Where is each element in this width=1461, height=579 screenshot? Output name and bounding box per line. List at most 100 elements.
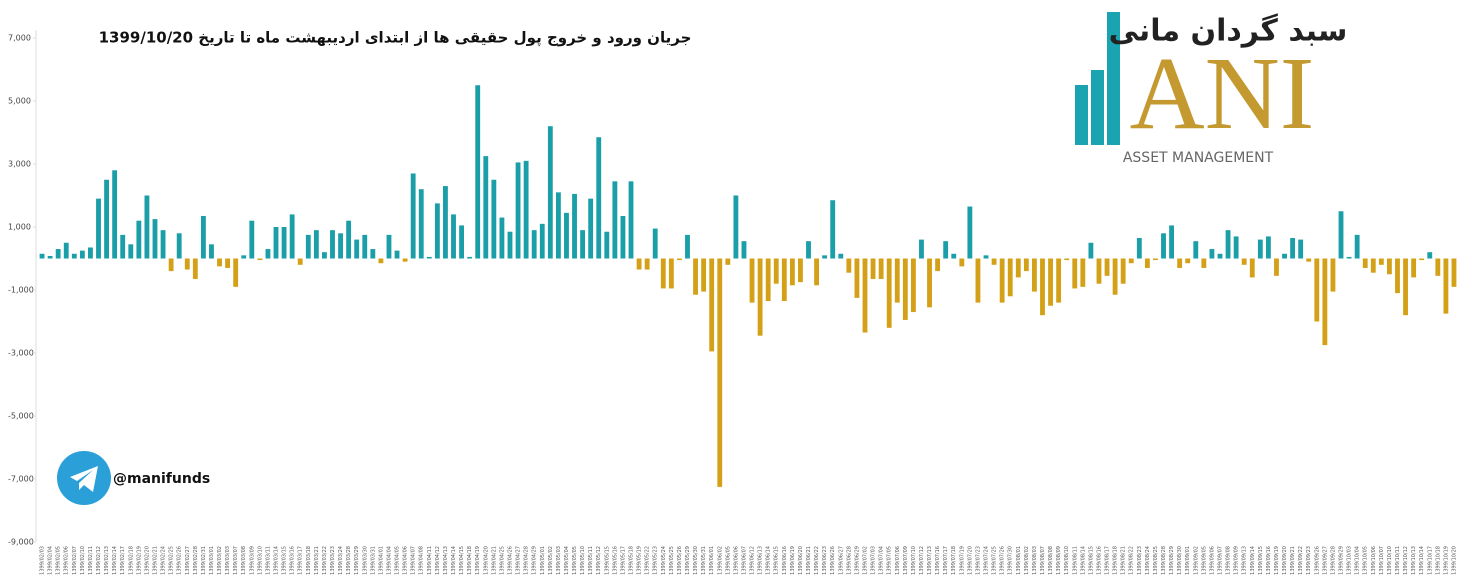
x-tick-label: 1399/08/16: [1096, 546, 1102, 575]
bar: [1080, 258, 1086, 287]
x-tick-label: 1399/07/16: [935, 546, 941, 575]
bar: [749, 258, 755, 303]
x-tick-label: 1399/04/21: [491, 546, 497, 575]
x-tick-label: 1399/06/22: [814, 546, 820, 575]
x-tick-label: 1399/08/24: [1145, 546, 1151, 575]
x-tick-label: 1399/03/08: [241, 546, 247, 575]
x-tick-label: 1399/02/13: [104, 546, 110, 575]
x-tick-label: 1399/06/06: [733, 546, 739, 575]
x-tick-label: 1399/08/25: [1153, 546, 1159, 575]
x-tick-label: 1399/09/21: [1290, 546, 1296, 575]
bar: [935, 258, 941, 272]
x-tick-label: 1399/04/28: [524, 546, 530, 575]
bar: [677, 258, 682, 261]
x-tick-label: 1399/06/26: [830, 546, 836, 575]
bar: [878, 258, 884, 279]
x-tick-label: 1399/03/17: [298, 546, 304, 575]
bar: [781, 258, 787, 302]
x-tick-label: 1399/04/12: [435, 546, 441, 575]
bar: [798, 258, 803, 283]
x-tick-label: 1399/09/14: [1250, 546, 1256, 575]
bar: [491, 179, 497, 259]
bar: [902, 258, 908, 320]
y-tick-label: -5,000: [8, 412, 34, 421]
bar: [943, 241, 949, 259]
bar: [1161, 233, 1166, 259]
x-tick-label: 1399/09/20: [1282, 546, 1288, 575]
bar: [281, 227, 287, 259]
bar: [192, 258, 198, 279]
bar: [588, 198, 594, 259]
bar: [483, 156, 489, 259]
bar: [63, 242, 69, 259]
bar: [1169, 225, 1174, 259]
bar: [394, 250, 400, 259]
x-tick-label: 1399/02/17: [120, 546, 126, 575]
x-tick-label: 1399/05/03: [556, 546, 562, 575]
bar: [346, 220, 352, 259]
bar: [1362, 258, 1368, 268]
logo-bar: [1091, 70, 1104, 145]
bar: [1056, 258, 1062, 303]
bar: [580, 230, 586, 259]
x-tick-label: 1399/08/10: [1064, 546, 1070, 575]
x-tick-label: 1399/08/01: [1016, 546, 1022, 575]
bar: [233, 258, 239, 287]
x-tick-label: 1399/05/31: [701, 546, 707, 575]
bar: [88, 247, 93, 259]
bar: [1346, 256, 1352, 259]
bar: [1338, 211, 1344, 259]
x-tick-label: 1399/10/10: [1387, 546, 1393, 575]
bar: [499, 217, 505, 259]
bar: [507, 231, 513, 259]
bar: [717, 258, 723, 487]
bar: [1104, 258, 1110, 276]
x-tick-label: 1399/06/05: [725, 546, 731, 575]
x-tick-label: 1399/07/17: [943, 546, 949, 575]
x-tick-label: 1399/07/04: [879, 546, 885, 575]
bar: [644, 258, 650, 270]
x-tick-label: 1399/03/22: [322, 546, 328, 575]
x-tick-label: 1399/03/11: [265, 546, 271, 575]
x-tick-label: 1399/09/13: [1242, 546, 1248, 575]
bar: [289, 214, 295, 259]
bar: [765, 258, 771, 302]
x-tick-label: 1399/09/09: [1234, 546, 1240, 575]
x-tick-label: 1399/02/10: [80, 546, 86, 575]
bar: [249, 220, 255, 259]
x-tick-label: 1399/05/15: [604, 546, 610, 575]
x-tick-label: 1399/05/02: [548, 546, 554, 575]
x-tick-label: 1399/07/02: [862, 546, 868, 575]
x-tick-label: 1399/08/09: [1056, 546, 1062, 575]
bar: [39, 253, 45, 259]
x-tick-label: 1399/03/18: [306, 546, 312, 575]
x-tick-label: 1399/07/25: [992, 546, 998, 575]
x-tick-label: 1399/07/18: [951, 546, 957, 575]
x-tick-label: 1399/10/19: [1443, 546, 1449, 575]
x-tick-label: 1399/08/02: [1024, 546, 1030, 575]
bar: [959, 258, 965, 267]
x-tick-label: 1399/07/12: [919, 546, 925, 575]
x-tick-label: 1399/09/29: [1339, 546, 1345, 575]
x-tick-label: 1399/04/08: [419, 546, 425, 575]
bar: [1225, 230, 1231, 259]
bar: [1064, 258, 1070, 261]
x-tick-label: 1399/08/08: [1048, 546, 1054, 575]
x-tick-label: 1399/04/20: [483, 546, 489, 575]
bar: [354, 239, 360, 259]
bar: [1185, 258, 1191, 264]
bar: [1330, 258, 1336, 292]
bar: [547, 126, 553, 259]
bar: [96, 198, 101, 259]
y-tick-label: 7,000: [8, 34, 31, 43]
x-tick-label: 1399/06/14: [766, 546, 772, 575]
x-tick-label: 1399/03/31: [370, 546, 376, 575]
bar: [410, 173, 416, 259]
x-tick-label: 1399/04/19: [475, 546, 481, 575]
bar: [1395, 258, 1400, 294]
x-tick-label: 1399/10/07: [1379, 546, 1385, 575]
bar: [1007, 258, 1013, 297]
x-tick-label: 1399/06/13: [758, 546, 764, 575]
x-tick-label: 1399/08/17: [1105, 546, 1111, 575]
x-tick-label: 1399/08/07: [1040, 546, 1046, 575]
